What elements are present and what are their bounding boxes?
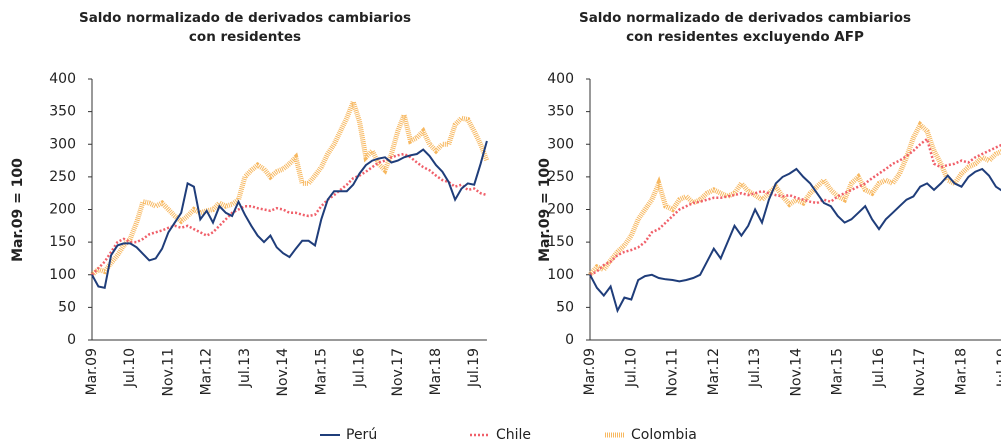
x-tick-label: Jul.16 — [352, 348, 368, 388]
series-line — [589, 136, 1001, 276]
y-tick-label: 300 — [49, 136, 76, 152]
x-tick-label: Mar.12 — [706, 348, 722, 395]
x-tick-label: Mar.12 — [199, 348, 215, 395]
y-axis-label: Mar.09 = 100 — [537, 158, 553, 262]
x-tick-label: Nov.17 — [390, 348, 406, 397]
x-tick-label: Jul.13 — [747, 348, 763, 388]
chart-title: Saldo normalizado de derivados cambiario… — [579, 10, 911, 26]
x-tick-label: Nov.11 — [665, 348, 681, 397]
y-axis-label: Mar.09 = 100 — [10, 158, 26, 262]
series-line — [91, 140, 488, 289]
x-tick-label: Jul.19 — [995, 348, 1001, 388]
x-tick-label: Nov.14 — [275, 348, 291, 397]
y-tick-label: 200 — [547, 202, 574, 218]
y-tick-label: 350 — [547, 104, 574, 120]
y-tick-label: 0 — [565, 332, 574, 348]
y-tick-label: 50 — [556, 299, 574, 315]
series-line — [90, 94, 490, 277]
chart-title: con residentes — [189, 29, 301, 45]
y-tick-label: 400 — [547, 71, 574, 87]
x-tick-label: Jul.13 — [237, 348, 253, 388]
legend-label: Perú — [346, 427, 377, 443]
series-line — [589, 167, 1001, 314]
x-tick-label: Mar.15 — [830, 348, 846, 395]
x-tick-label: Jul.16 — [871, 348, 887, 388]
x-tick-label: Mar.15 — [313, 348, 329, 395]
x-tick-label: Mar.09 — [582, 348, 598, 395]
x-tick-label: Nov.14 — [788, 348, 804, 397]
y-tick-label: 0 — [67, 332, 76, 348]
y-tick-label: 250 — [547, 169, 574, 185]
x-tick-label: Jul.10 — [122, 348, 138, 388]
x-tick-label: Jul.19 — [466, 348, 482, 388]
x-tick-label: Mar.18 — [428, 348, 444, 395]
y-tick-label: 50 — [58, 299, 76, 315]
x-tick-label: Nov.11 — [160, 348, 176, 397]
legend-label: Chile — [496, 427, 531, 443]
y-tick-label: 250 — [49, 169, 76, 185]
x-tick-label: Mar.09 — [84, 348, 100, 395]
x-tick-label: Jul.10 — [623, 348, 639, 388]
y-tick-label: 200 — [49, 202, 76, 218]
series-line — [588, 120, 1001, 277]
y-tick-label: 350 — [49, 104, 76, 120]
chart-title: Saldo normalizado de derivados cambiario… — [79, 10, 411, 26]
y-tick-label: 150 — [49, 234, 76, 250]
y-tick-label: 150 — [547, 234, 574, 250]
legend-label: Colombia — [631, 427, 697, 443]
chart-title: con residentes excluyendo AFP — [626, 29, 864, 45]
x-tick-label: Mar.18 — [954, 348, 970, 395]
y-tick-label: 400 — [49, 71, 76, 87]
x-tick-label: Nov.17 — [912, 348, 928, 397]
y-tick-label: 100 — [49, 267, 76, 283]
y-tick-label: 100 — [547, 267, 574, 283]
y-tick-label: 300 — [547, 136, 574, 152]
